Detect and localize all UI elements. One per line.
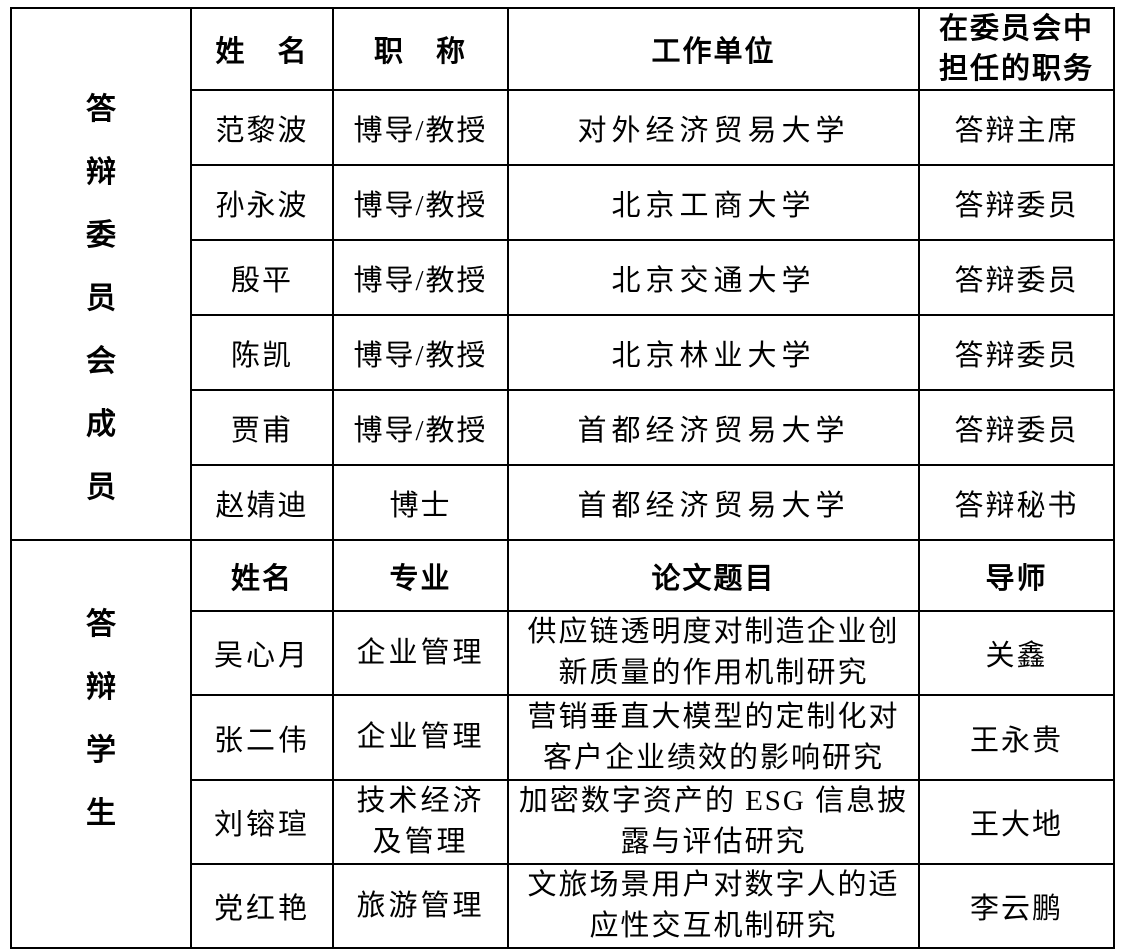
student-thesis-line: 新质量的作用机制研究 (558, 657, 869, 689)
defense-committee-table: 答 辩 委 员 会 成 员 姓 名 职 称 工作单位 在委员会中 担任的职务 (10, 7, 1115, 949)
student-advisor: 李云鹏 (918, 863, 1115, 949)
student-thesis-line: 营销垂直大模型的定制化对 (527, 700, 900, 733)
student-major-line: 企业管理 (356, 636, 485, 669)
member-unit: 首都经济贸易大学 (507, 464, 920, 541)
students-header-thesis: 论文题目 (507, 539, 920, 612)
committee-member-row: 孙永波 博导/教授 北京工商大学 答辩委员 (11, 164, 1115, 241)
student-thesis: 营销垂直大模型的定制化对 客户企业绩效的影响研究 (507, 694, 920, 781)
member-title: 博士 (332, 464, 509, 541)
member-role: 答辩主席 (918, 89, 1115, 166)
label-char: 成 (86, 407, 116, 441)
committee-header-unit: 工作单位 (507, 7, 920, 91)
label-char: 员 (86, 470, 116, 504)
label-char: 员 (86, 281, 116, 315)
member-title: 博导/教授 (332, 164, 509, 241)
students-header-advisor: 导师 (918, 539, 1115, 612)
label-char: 学 (86, 734, 116, 767)
student-advisor: 王永贵 (918, 694, 1115, 781)
committee-header-row: 答 辩 委 员 会 成 员 姓 名 职 称 工作单位 在委员会中 担任的职务 (10, 7, 1115, 541)
student-thesis-line: 应性交互机制研究 (589, 910, 838, 942)
student-major: 旅游管理 (332, 863, 509, 949)
student-thesis-line: 文旅场景用户对数字人的适 (527, 869, 900, 901)
student-thesis: 供应链透明度对制造企业创 新质量的作用机制研究 (507, 610, 920, 696)
student-thesis: 加密数字资产的 ESG 信息披 露与评估研究 (507, 779, 920, 865)
member-role: 答辩秘书 (918, 464, 1115, 541)
label-char: 会 (86, 344, 116, 378)
member-unit: 首都经济贸易大学 (507, 389, 920, 466)
committee-header-title: 职 称 (332, 7, 509, 91)
member-name: 贾甫 (190, 389, 334, 466)
committee-member-row: 范黎波 博导/教授 对外经济贸易大学 答辩主席 (11, 89, 1115, 166)
student-row: 吴心月 企业管理 供应链透明度对制造企业创 新质量的作用机制研究 关鑫 (11, 610, 1115, 696)
student-advisor: 关鑫 (918, 610, 1115, 696)
committee-header-role-line2: 担任的职务 (938, 53, 1094, 85)
member-unit: 北京工商大学 (507, 164, 920, 241)
committee-member-row: 殷平 博导/教授 北京交通大学 答辩委员 (11, 239, 1115, 316)
label-char: 辩 (86, 671, 116, 704)
students-header-major: 专业 (332, 539, 509, 612)
member-name: 赵婧迪 (190, 464, 334, 541)
committee-member-row: 赵婧迪 博士 首都经济贸易大学 答辩秘书 (11, 464, 1115, 541)
student-major-line: 旅游管理 (356, 889, 485, 922)
member-title: 博导/教授 (332, 389, 509, 466)
member-name: 陈凯 (190, 314, 334, 391)
committee-section-label-cell: 答 辩 委 员 会 成 员 (10, 7, 192, 541)
student-major: 企业管理 (332, 694, 509, 781)
student-major: 技术经济 及管理 (332, 779, 509, 865)
student-row: 党红艳 旅游管理 文旅场景用户对数字人的适 应性交互机制研究 李云鹏 (11, 863, 1115, 949)
member-role: 答辩委员 (918, 314, 1115, 391)
student-row: 张二伟 企业管理 营销垂直大模型的定制化对 客户企业绩效的影响研究 王永贵 (11, 694, 1115, 781)
student-thesis-line: 露与评估研究 (620, 826, 807, 858)
member-title: 博导/教授 (332, 239, 509, 316)
member-title: 博导/教授 (332, 314, 509, 391)
student-name: 张二伟 (190, 694, 334, 781)
student-major-line: 企业管理 (356, 721, 485, 753)
student-row: 刘镕瑄 技术经济 及管理 加密数字资产的 ESG 信息披 露与评估研究 王大地 (11, 779, 1115, 865)
committee-member-row: 贾甫 博导/教授 首都经济贸易大学 答辩委员 (11, 389, 1115, 466)
committee-section-label: 答 辩 委 员 会 成 员 (14, 30, 188, 519)
committee-header-role: 在委员会中 担任的职务 (918, 7, 1115, 91)
label-char: 委 (86, 218, 116, 252)
member-name: 孙永波 (190, 164, 334, 241)
student-name: 刘镕瑄 (190, 779, 334, 865)
committee-member-row: 陈凯 博导/教授 北京林业大学 答辩委员 (11, 314, 1115, 391)
member-unit: 北京林业大学 (507, 314, 920, 391)
student-thesis-line: 加密数字资产的 ESG 信息披 (518, 785, 909, 817)
label-char: 辩 (86, 155, 116, 189)
student-thesis-line: 供应链透明度对制造企业创 (527, 616, 900, 648)
student-major-line: 技术经济 (356, 785, 485, 817)
student-name: 吴心月 (190, 610, 334, 696)
member-name: 范黎波 (190, 89, 334, 166)
student-advisor: 王大地 (918, 779, 1115, 865)
committee-header-role-line1: 在委员会中 (938, 13, 1094, 45)
students-header-row: 答 辩 学 生 姓名 专业 论文题目 导师 (10, 539, 1115, 949)
label-char: 答 (86, 92, 116, 126)
member-role: 答辩委员 (918, 389, 1115, 466)
label-char: 答 (86, 608, 116, 641)
student-major: 企业管理 (332, 610, 509, 696)
member-role: 答辩委员 (918, 164, 1115, 241)
label-char: 生 (86, 797, 116, 830)
student-thesis-line: 客户企业绩效的影响研究 (542, 741, 884, 774)
committee-header-name: 姓 名 (190, 7, 334, 91)
member-title: 博导/教授 (332, 89, 509, 166)
student-name: 党红艳 (190, 863, 334, 949)
member-role: 答辩委员 (918, 239, 1115, 316)
students-section-label-cell: 答 辩 学 生 (10, 539, 192, 949)
student-major-line: 及管理 (372, 826, 469, 858)
member-unit: 对外经济贸易大学 (507, 89, 920, 166)
member-unit: 北京交通大学 (507, 239, 920, 316)
student-thesis: 文旅场景用户对数字人的适 应性交互机制研究 (507, 863, 920, 949)
students-section-label: 答 辩 学 生 (14, 593, 188, 895)
students-header-name: 姓名 (190, 539, 334, 612)
member-name: 殷平 (190, 239, 334, 316)
